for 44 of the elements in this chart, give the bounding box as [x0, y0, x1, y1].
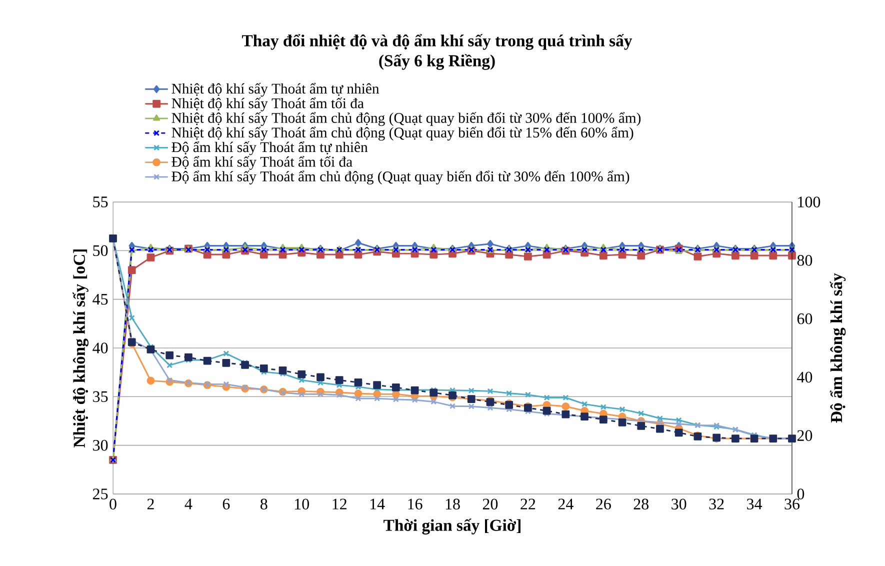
y-tick-label: 35 — [93, 391, 108, 402]
legend-label: Nhiệt độ khí sấy Thoát ẩm tối đa — [172, 97, 364, 112]
chart-title: Thay đổi nhiệt độ và độ ẩm khí sấy trong quá trình sấy — [242, 34, 632, 50]
x-tick-label: 24 — [558, 498, 574, 510]
legend-label: Độ ẩm khí sấy Thoát ẩm tối đa — [172, 156, 352, 170]
legend-label: Độ ẩm khí sấy Thoát ẩm chủ động (Quạt quay biến đổi từ 30% đến 100% ẩm) — [172, 170, 630, 184]
x-tick-label: 30 — [672, 498, 686, 510]
x-tick-label: 14 — [370, 498, 385, 510]
y-tick-label: 40 — [92, 342, 108, 354]
y-axis-title: Nhiệt độ không khí sấy [oC] — [72, 249, 88, 448]
x-tick-label: 2 — [147, 498, 154, 510]
x-tick-label: 10 — [295, 498, 309, 510]
legend-label: Nhiệt độ khí sấy Thoát ẩm tự nhiên — [172, 82, 380, 97]
x-tick-label: 36 — [784, 498, 800, 510]
y2-axis-title: Độ ẩm không khí sấy — [830, 273, 846, 423]
y2-tick-label: 20 — [797, 430, 812, 441]
legend-label: Nhiệt độ khí sấy Thoát ẩm chủ động (Quạt quay biến đổi từ 30% đến 100% ẩm) — [172, 112, 641, 126]
y2-tick-label: 100 — [798, 196, 820, 208]
x-tick-label: 32 — [709, 498, 724, 510]
y2-tick-label: 80 — [797, 254, 812, 266]
y-tick-label: 25 — [93, 488, 108, 500]
x-tick-label: 26 — [596, 498, 611, 510]
y2-tick-label: 0 — [797, 488, 804, 500]
x-axis-title: Thời gian sấy [Giờ] — [384, 518, 520, 534]
x-tick-label: 4 — [184, 498, 192, 510]
x-tick-label: 22 — [520, 498, 536, 510]
x-tick-label: 18 — [446, 498, 460, 510]
x-tick-label: 16 — [408, 498, 422, 510]
y-tick-label: 30 — [93, 440, 108, 451]
x-tick-label: 28 — [634, 498, 648, 510]
legend-label: Độ ẩm khí sấy Thoát ẩm tự nhiên — [172, 141, 368, 156]
x-tick-label: 8 — [260, 498, 268, 510]
y2-tick-label: 60 — [797, 313, 812, 324]
y2-tick-label: 40 — [797, 372, 812, 383]
chart-subtitle: (Sấy 6 kg Riềng) — [379, 54, 495, 70]
x-tick-label: 34 — [747, 498, 762, 510]
x-tick-label: 6 — [222, 498, 230, 510]
x-tick-label: 12 — [332, 498, 346, 510]
y-tick-label: 50 — [93, 245, 108, 256]
x-tick-label: 0 — [110, 498, 116, 510]
legend-label: Nhiệt độ khí sấy Thoát ẩm chủ động (Quạt quay biến đổi từ 15% đến 60% ẩm) — [172, 126, 634, 141]
y-tick-label: 55 — [93, 196, 108, 208]
x-tick-label: 20 — [482, 498, 498, 510]
y-tick-label: 45 — [92, 294, 108, 305]
